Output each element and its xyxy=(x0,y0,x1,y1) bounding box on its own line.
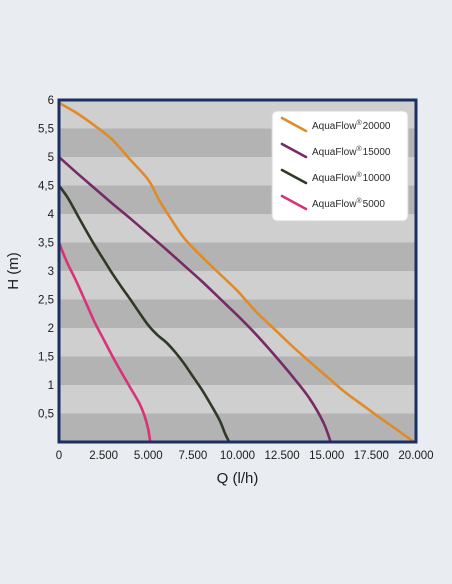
y-tick-label: 5 xyxy=(48,152,54,164)
grid-band xyxy=(59,413,416,442)
y-tick-label: 1,5 xyxy=(38,352,54,364)
x-tick-label: 2.500 xyxy=(89,450,118,462)
y-tick-label: 4 xyxy=(48,209,55,221)
legend: AquaFlow®20000 AquaFlow®15000 AquaFlow®100… xyxy=(271,110,409,222)
legend-swatch xyxy=(280,116,308,133)
y-tick-label: 3 xyxy=(48,266,54,278)
legend-swatch xyxy=(280,142,308,159)
x-tick-label: 0 xyxy=(56,450,62,462)
series-line-5000 xyxy=(57,241,152,443)
grid-band xyxy=(59,328,416,357)
x-tick-label: 17.500 xyxy=(354,450,389,462)
x-tick-label: 10.000 xyxy=(220,450,255,462)
x-tick-label: 5.000 xyxy=(134,450,163,462)
series-line-20000 xyxy=(57,101,414,443)
x-tick-label: 20.000 xyxy=(398,450,433,462)
series-line-15000 xyxy=(57,155,332,443)
x-tick-labels: 0 2.500 5.000 7.500 10.000 12.500 15.000 17.500… xyxy=(56,450,434,462)
legend-box xyxy=(271,110,409,222)
legend-swatch xyxy=(280,168,308,185)
y-tick-label: 4,5 xyxy=(38,181,54,193)
legend-entry-label: AquaFlow®10000 xyxy=(312,171,391,184)
plot-frame xyxy=(57,98,418,444)
y-tick-label: 2,5 xyxy=(38,295,54,307)
y-tick-label: 1 xyxy=(48,380,54,392)
grid-band xyxy=(59,356,416,385)
y-tick-label: 0,5 xyxy=(38,409,54,421)
grid-band xyxy=(59,385,416,414)
grid-band xyxy=(59,271,416,300)
x-axis-title: Q (l/h) xyxy=(217,470,259,487)
y-tick-label: 2 xyxy=(48,323,54,335)
y-tick-label: 6 xyxy=(48,95,54,107)
series-layer xyxy=(57,101,414,443)
legend-entry-label: AquaFlow®5000 xyxy=(312,197,385,210)
legend-swatch xyxy=(280,194,308,211)
grid-band xyxy=(59,242,416,271)
y-tick-labels: 0,5 1 1,5 2 2,5 3 3,5 4 4,5 5 5,5 6 xyxy=(38,95,55,421)
y-tick-label: 3,5 xyxy=(38,238,54,250)
legend-entry-label: AquaFlow®20000 xyxy=(312,119,391,132)
x-tick-label: 7.500 xyxy=(178,450,207,462)
x-tick-label: 12.500 xyxy=(265,450,300,462)
legend-entry-label: AquaFlow®15000 xyxy=(312,145,391,158)
series-line-10000 xyxy=(57,184,230,443)
y-tick-label: 5,5 xyxy=(38,124,54,136)
x-tick-label: 15.000 xyxy=(309,450,344,462)
y-axis-title: H (m) xyxy=(5,252,22,290)
